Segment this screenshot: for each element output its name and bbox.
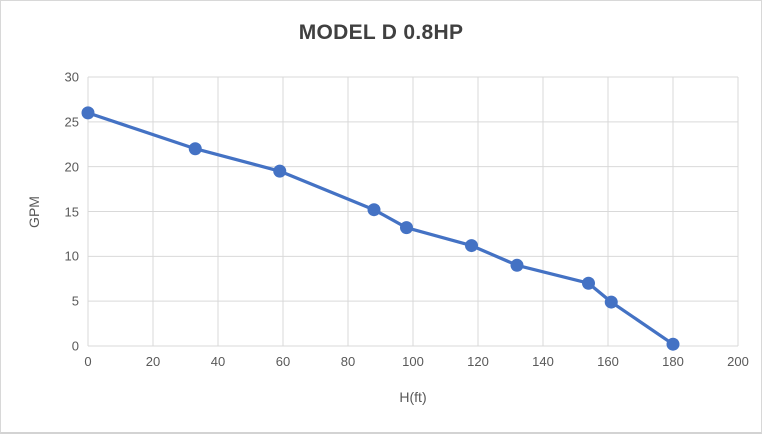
data-point-marker	[604, 295, 618, 309]
x-tick-label: 160	[597, 354, 619, 369]
x-tick-label: 0	[84, 354, 92, 369]
data-point-marker	[582, 276, 595, 290]
x-tick-label: 60	[275, 354, 291, 369]
x-tick-label: 20	[145, 354, 161, 369]
data-point-marker	[510, 258, 524, 272]
x-tick-label: 120	[467, 354, 489, 369]
x-tick-label: 140	[532, 354, 554, 369]
data-point-marker	[81, 106, 95, 120]
chart-title: MODEL D 0.8HP	[298, 21, 464, 44]
y-tick-label: 30	[64, 69, 79, 85]
data-point-marker	[465, 239, 478, 253]
x-tick-label: 200	[727, 354, 749, 369]
data-point-marker	[188, 142, 202, 156]
data-point-marker	[367, 203, 381, 217]
y-tick-label: 0	[71, 338, 79, 354]
data-point-marker	[400, 221, 413, 235]
data-point-marker	[666, 337, 680, 351]
x-tick-label: 180	[662, 354, 684, 369]
x-tick-label: 40	[210, 354, 226, 369]
y-axis-ticks: 0 5 10 15 20 25 30	[1, 70, 79, 354]
series-line	[86, 111, 675, 346]
x-tick-label: 100	[402, 354, 424, 369]
x-axis-title: H(ft)	[399, 389, 427, 405]
y-tick-label: 15	[64, 204, 79, 219]
plot-area	[81, 76, 739, 351]
y-tick-label: 5	[71, 293, 79, 309]
y-tick-label: 10	[64, 248, 79, 264]
y-tick-label: 25	[64, 114, 79, 130]
y-tick-label: 20	[64, 159, 79, 175]
data-point-marker	[273, 164, 287, 178]
x-tick-label: 80	[340, 354, 356, 369]
x-axis-ticks: 0 20 40 60 80 100 120 140 160 180 200	[84, 354, 748, 370]
